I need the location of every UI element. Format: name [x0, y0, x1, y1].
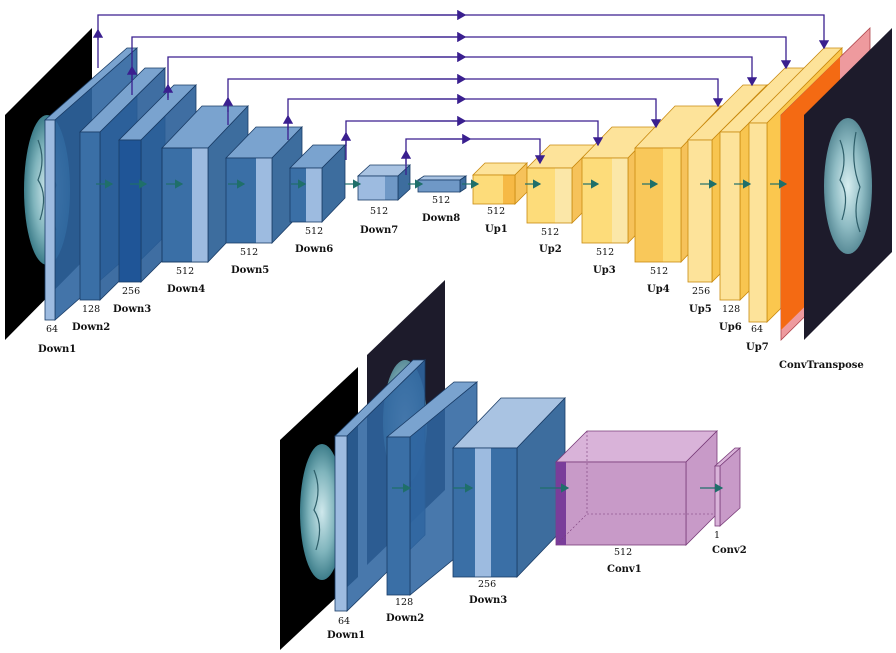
- up6-channels: 128: [722, 304, 740, 315]
- down4-channels: 512: [176, 266, 194, 277]
- conv2-label: Conv2: [712, 545, 747, 556]
- conv2-channels: 1: [714, 530, 720, 541]
- block-up1: [472, 162, 528, 205]
- up3-label: Up3: [593, 265, 616, 276]
- up7-label: Up7: [746, 342, 769, 353]
- disc-block-conv2: [713, 447, 742, 527]
- down2-channels: 128: [82, 304, 100, 315]
- disc-down2-channels: 128: [395, 597, 413, 608]
- up6-label: Up6: [719, 322, 742, 333]
- brain-mri-icon: [824, 118, 872, 254]
- block-down5: [225, 126, 303, 244]
- discriminator-labels: 64 Down1 128 Down2 256 Down3 512 Conv1 1…: [327, 530, 747, 641]
- disc-down3-channels: 256: [478, 579, 496, 590]
- disc-down1-channels: 64: [338, 616, 350, 627]
- brain-mri-icon: [300, 444, 344, 580]
- down3-label: Down3: [113, 304, 151, 315]
- down6-label: Down6: [295, 244, 333, 255]
- disc-down3-label: Down3: [469, 595, 507, 606]
- down1-channels: 64: [46, 324, 58, 335]
- down8-channels: 512: [432, 195, 450, 206]
- disc-down2-label: Down2: [386, 613, 424, 624]
- block-down6: [289, 144, 346, 223]
- up1-channels: 512: [487, 206, 505, 217]
- conv1-channels: 512: [614, 547, 632, 558]
- convtranspose-label: ConvTranspose: [779, 360, 864, 371]
- disc-down1-label: Down1: [327, 630, 365, 641]
- up5-label: Up5: [689, 304, 712, 315]
- down7-channels: 512: [370, 206, 388, 217]
- up1-label: Up1: [485, 224, 508, 235]
- down2-label: Down2: [72, 322, 110, 333]
- down3-channels: 256: [122, 286, 140, 297]
- skip-connections: [92, 9, 830, 175]
- down4-label: Down4: [167, 284, 205, 295]
- down8-label: Down8: [422, 213, 460, 224]
- up5-channels: 256: [692, 286, 710, 297]
- down5-label: Down5: [231, 265, 269, 276]
- down5-channels: 512: [240, 247, 258, 258]
- generator-labels: 64 Down1 128 Down2 256 Down3 512 Down4 5…: [38, 195, 864, 371]
- output-image: [804, 28, 892, 340]
- down1-label: Down1: [38, 344, 76, 355]
- up2-label: Up2: [539, 244, 562, 255]
- conv1-label: Conv1: [607, 564, 642, 575]
- block-down8: [416, 175, 468, 193]
- down7-label: Down7: [360, 225, 398, 236]
- up7-channels: 64: [751, 324, 763, 335]
- block-down7: [356, 164, 412, 201]
- down6-channels: 512: [305, 226, 323, 237]
- up2-channels: 512: [541, 227, 559, 238]
- up4-channels: 512: [650, 266, 668, 277]
- up3-channels: 512: [596, 247, 614, 258]
- discriminator-blocks: [334, 359, 742, 612]
- up4-label: Up4: [647, 284, 670, 295]
- disc-block-conv1: [555, 430, 718, 546]
